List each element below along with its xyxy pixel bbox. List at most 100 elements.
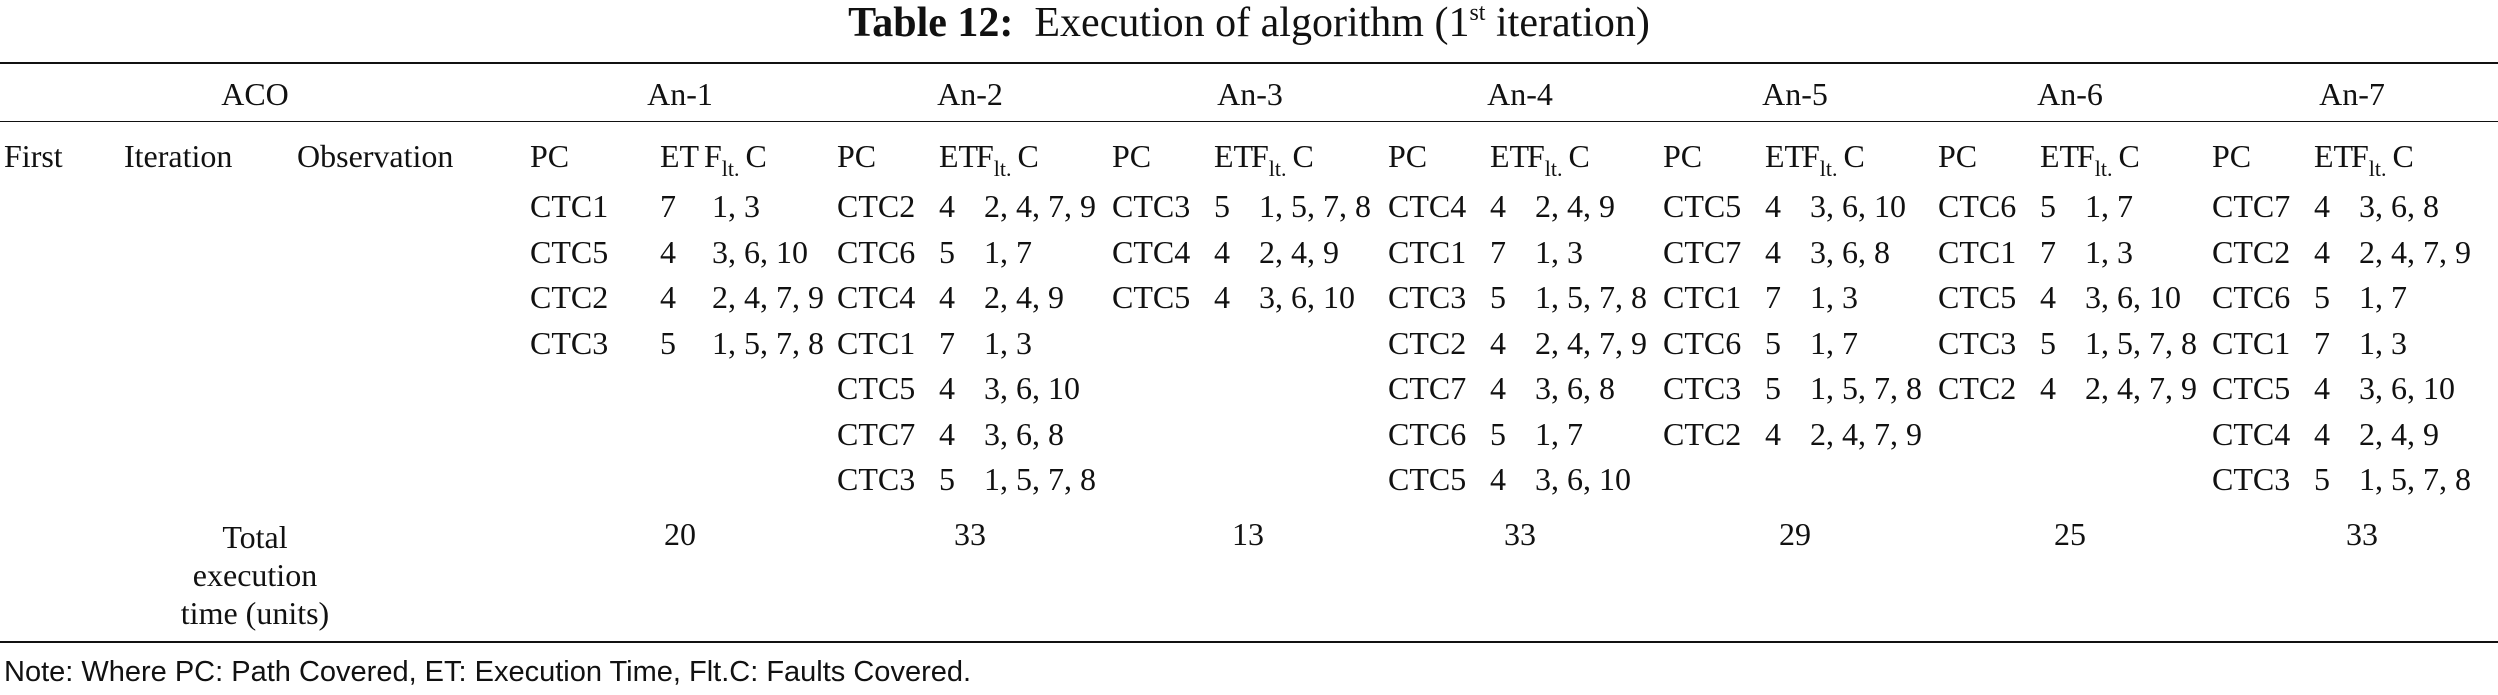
- cell-faults-covered: 1, 5, 7, 8: [712, 324, 824, 361]
- cell-path-covered: CTC1: [2212, 324, 2291, 361]
- cell-faults-covered: 1, 5, 7, 8: [2085, 324, 2197, 361]
- cell-path-covered: CTC5: [2212, 370, 2291, 406]
- cell-faults-covered: 1, 7: [2359, 279, 2407, 315]
- cell-execution-time: 7: [1765, 279, 1781, 315]
- cell-faults-covered: 1, 5, 7, 8: [1535, 279, 1647, 315]
- cell-faults-covered: 3, 6, 8: [984, 415, 1064, 452]
- cell-execution-time: 4: [939, 415, 955, 452]
- title-superscript: st: [1469, 0, 1486, 26]
- cell-execution-time: 5: [2314, 279, 2330, 315]
- flt-subscript: lt.: [2094, 156, 2113, 181]
- cell-faults-covered: 3, 6, 10: [984, 370, 1080, 406]
- cell-path-covered: CTC3: [1938, 324, 2017, 361]
- cell-path-covered: CTC1: [1663, 279, 1742, 315]
- cell-path-covered: CTC3: [1112, 188, 1191, 224]
- cell-faults-covered: 2, 4, 7, 9: [2085, 370, 2197, 406]
- col-header-et: ET: [1214, 138, 1254, 174]
- cell-faults-covered: 1, 5, 7, 8: [2359, 461, 2471, 497]
- cell-faults-covered: 2, 4, 9: [984, 279, 1064, 315]
- col-header-pc: PC: [1938, 138, 1978, 174]
- cell-path-covered: CTC7: [2212, 188, 2291, 224]
- cell-execution-time: 5: [1490, 279, 1506, 315]
- cell-execution-time: 4: [2314, 415, 2330, 452]
- col-header-pc: PC: [2212, 138, 2252, 174]
- cell-execution-time: 4: [2314, 370, 2330, 406]
- cell-total-time: 33: [1504, 516, 1536, 552]
- cell-path-covered: CTC5: [1663, 188, 1742, 224]
- cell-execution-time: 5: [1214, 188, 1230, 224]
- cell-path-covered: CTC1: [530, 188, 609, 224]
- cell-path-covered: CTC4: [837, 279, 916, 315]
- cell-total-time: 20: [664, 516, 696, 552]
- cell-execution-time: 5: [2314, 461, 2330, 497]
- cell-faults-covered: 3, 6, 10: [2085, 279, 2181, 315]
- cell-path-covered: CTC7: [1388, 370, 1467, 406]
- cell-execution-time: 5: [939, 461, 955, 497]
- cell-path-covered: CTC1: [837, 324, 916, 361]
- cell-execution-time: 4: [2314, 188, 2330, 224]
- cell-path-covered: CTC6: [1388, 415, 1467, 452]
- cell-execution-time: 4: [660, 279, 676, 315]
- ant-header: An-5: [1762, 76, 1828, 112]
- col-header-flt-c: Flt. C: [2351, 138, 2414, 180]
- col-header-pc: PC: [530, 138, 570, 174]
- cell-execution-time: 4: [1490, 188, 1506, 224]
- col-header-pc: PC: [1388, 138, 1428, 174]
- flt-f: F: [2351, 138, 2369, 174]
- cell-execution-time: 7: [660, 188, 676, 224]
- cell-execution-time: 5: [2040, 188, 2056, 224]
- col-header-pc: PC: [837, 138, 877, 174]
- cell-execution-time: 4: [1490, 370, 1506, 406]
- cell-path-covered: CTC3: [2212, 461, 2291, 497]
- flt-subscript: lt.: [1268, 156, 1287, 181]
- ant-header: An-6: [2037, 76, 2103, 112]
- cell-faults-covered: 1, 3: [984, 324, 1032, 361]
- cell-faults-covered: 2, 4, 7, 9: [1535, 324, 1647, 361]
- cell-execution-time: 7: [2040, 233, 2056, 270]
- cell-path-covered: CTC6: [1938, 188, 2017, 224]
- cell-execution-time: 7: [1490, 233, 1506, 270]
- flt-subscript: lt.: [2368, 156, 2387, 181]
- cell-execution-time: 4: [939, 370, 955, 406]
- cell-total-time: 13: [1232, 516, 1264, 552]
- top-rule: [0, 62, 2498, 64]
- flt-subscript: lt.: [1544, 156, 1563, 181]
- bottom-rule: [0, 641, 2498, 643]
- cell-total-time: 33: [954, 516, 986, 552]
- col-header-pc: PC: [1663, 138, 1703, 174]
- cell-path-covered: CTC2: [837, 188, 916, 224]
- ant-header: An-2: [937, 76, 1003, 112]
- table-note: Note: Where PC: Path Covered, ET: Execut…: [4, 656, 972, 688]
- cell-faults-covered: 1, 3: [2359, 324, 2407, 361]
- total-label: Total execution time (units): [155, 518, 355, 632]
- cell-execution-time: 4: [2314, 233, 2330, 270]
- row-label-first: First: [4, 138, 63, 174]
- cell-execution-time: 4: [1214, 233, 1230, 270]
- cell-execution-time: 4: [660, 233, 676, 270]
- flt-f: F: [2077, 138, 2095, 174]
- cell-path-covered: CTC7: [1663, 233, 1742, 270]
- cell-execution-time: 5: [2040, 324, 2056, 361]
- cell-execution-time: 5: [660, 324, 676, 361]
- cell-path-covered: CTC1: [1388, 233, 1467, 270]
- table-label: Table 12:: [848, 0, 1014, 46]
- flt-c: C: [2118, 138, 2140, 174]
- cell-path-covered: CTC4: [1388, 188, 1467, 224]
- cell-faults-covered: 2, 4, 7, 9: [712, 279, 824, 315]
- cell-faults-covered: 1, 5, 7, 8: [1259, 188, 1371, 224]
- col-header-flt-c: Flt. C: [704, 138, 767, 180]
- cell-faults-covered: 3, 6, 10: [1259, 279, 1355, 315]
- flt-f: F: [704, 138, 722, 174]
- cell-faults-covered: 2, 4, 7, 9: [2359, 233, 2471, 270]
- ant-header: An-3: [1217, 76, 1283, 112]
- cell-faults-covered: 1, 7: [1535, 415, 1583, 452]
- cell-execution-time: 4: [939, 188, 955, 224]
- cell-path-covered: CTC3: [1388, 279, 1467, 315]
- row-label-observation: Observation: [297, 138, 454, 174]
- cell-path-covered: CTC2: [1388, 324, 1467, 361]
- flt-c: C: [1017, 138, 1039, 174]
- col-header-flt-c: Flt. C: [2077, 138, 2140, 180]
- cell-execution-time: 5: [1490, 415, 1506, 452]
- flt-c: C: [1568, 138, 1590, 174]
- cell-total-time: 33: [2346, 516, 2378, 552]
